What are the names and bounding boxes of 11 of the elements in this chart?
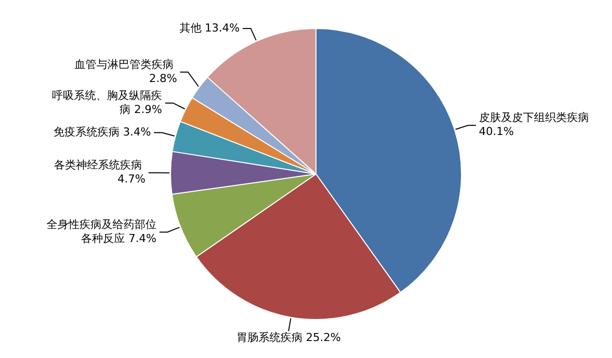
slice-label: 全身性疾病及给药部位各种反应 7.4% <box>46 218 156 245</box>
slice-label: 免疫系统疾病 3.4% <box>54 125 151 138</box>
slice-label: 胃肠系统疾病 25.2% <box>236 330 341 344</box>
data-label: 2.8% <box>149 72 178 85</box>
data-label: 4.7% <box>118 172 146 186</box>
data-label: 40.1% <box>478 125 514 138</box>
slice-label: 各类神经系统疾病 <box>54 158 146 172</box>
slice-label: 呼吸系统、胸及纵隔疾病 2.9% <box>52 88 162 116</box>
slice-label: 其他 13.4% <box>179 21 240 34</box>
slice-label: 血管与淋巴管类疾病 <box>74 58 178 71</box>
slice-label: 皮肤及皮下组织类疾病 <box>478 111 592 124</box>
